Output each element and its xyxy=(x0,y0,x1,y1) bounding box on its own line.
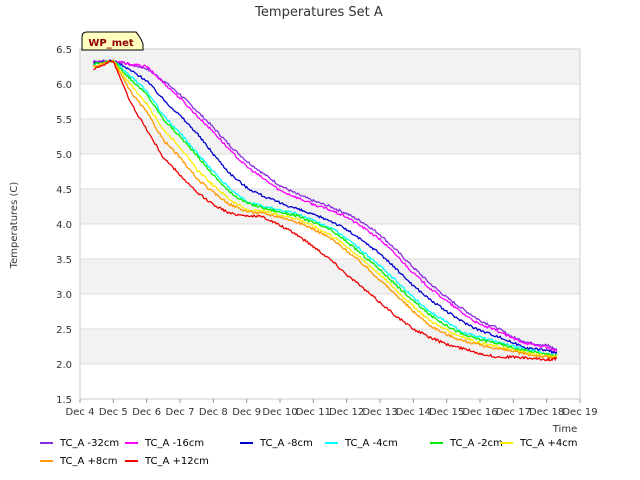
legend-label: TC_A +4cm xyxy=(519,438,578,449)
plot-band xyxy=(80,364,580,399)
x-tick-label: Dec 16 xyxy=(462,407,497,418)
plot-frame xyxy=(79,48,581,400)
series-line xyxy=(92,58,558,354)
series-line xyxy=(92,59,558,353)
x-tick-label: Dec 14 xyxy=(396,407,431,418)
series-line xyxy=(93,59,558,360)
y-tick-label: 5.5 xyxy=(56,115,72,126)
x-tick-label: Dec 5 xyxy=(99,407,128,418)
site-badge: WP_met xyxy=(81,31,144,51)
legend-label: TC_A -4cm xyxy=(344,438,398,449)
x-tick-label: Dec 8 xyxy=(199,407,228,418)
y-tick-label: 2.5 xyxy=(56,325,72,336)
series-layer xyxy=(92,58,558,362)
plot-band xyxy=(80,294,580,329)
y-tick-label: 1.5 xyxy=(56,395,72,406)
legend-label: TC_A +8cm xyxy=(59,456,118,467)
x-axis-ticks: Dec 4 Dec 5 Dec 6 Dec 7 Dec 8 Dec 9 Dec 10Dec … xyxy=(66,399,598,418)
plot-band xyxy=(80,154,580,189)
series-line xyxy=(93,59,558,351)
x-tick-label: Dec 7 xyxy=(166,407,195,418)
series-line xyxy=(93,60,558,362)
plot-band xyxy=(80,119,580,154)
site-badge-label: WP_met xyxy=(88,38,134,49)
y-tick-label: 4.0 xyxy=(56,220,72,231)
y-tick-label: 3.5 xyxy=(56,255,72,266)
chart-title: Temperatures Set A xyxy=(254,5,383,20)
legend-label: TC_A -8cm xyxy=(259,438,313,449)
y-tick-label: 4.5 xyxy=(56,185,72,196)
x-tick-label: Dec 15 xyxy=(429,407,464,418)
series-line xyxy=(92,58,558,360)
x-tick-label: Dec 17 xyxy=(496,407,531,418)
legend-label: TC_A -32cm xyxy=(59,438,119,449)
site-badge-shape xyxy=(81,31,144,51)
x-tick-label: Dec 12 xyxy=(329,407,364,418)
legend-label: TC_A -16cm xyxy=(144,438,204,449)
y-axis-label: Temperatures (C) xyxy=(9,182,20,270)
legend: TC_A -32cm TC_A -16cm TC_A -8cm TC_A -4cm TC… xyxy=(40,438,578,467)
y-tick-label: 6.5 xyxy=(56,45,72,56)
legend-label: TC_A -2cm xyxy=(449,438,503,449)
plot-band xyxy=(80,224,580,259)
x-tick-label: Dec 19 xyxy=(562,407,597,418)
x-tick-label: Dec 18 xyxy=(529,407,564,418)
plot-band xyxy=(80,84,580,119)
x-tick-label: Dec 4 xyxy=(66,407,95,418)
plot-band xyxy=(80,259,580,294)
x-tick-label: Dec 6 xyxy=(132,407,161,418)
y-tick-label: 2.0 xyxy=(56,360,72,371)
x-axis-label: Time xyxy=(552,424,577,435)
y-tick-label: 6.0 xyxy=(56,80,72,91)
y-tick-label: 5.0 xyxy=(56,150,72,161)
plot-band xyxy=(80,49,580,84)
legend-label: TC_A +12cm xyxy=(144,456,209,467)
x-tick-label: Dec 9 xyxy=(232,407,261,418)
x-tick-label: Dec 11 xyxy=(296,407,331,418)
y-tick-label: 3.0 xyxy=(56,290,72,301)
series-line xyxy=(93,59,558,357)
x-tick-label: Dec 13 xyxy=(362,407,397,418)
x-tick-label: Dec 10 xyxy=(262,407,297,418)
y-axis-ticks: 1.5 2.0 2.5 3.0 3.5 4.0 4.5 5.0 5.5 6.0 6.5 xyxy=(56,45,72,406)
